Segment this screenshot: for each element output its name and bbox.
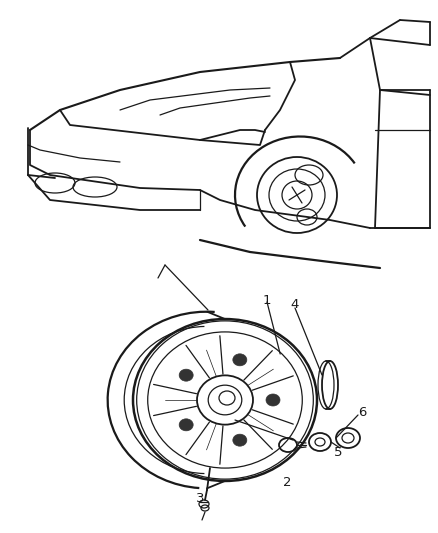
Text: 2: 2 xyxy=(283,477,291,489)
Ellipse shape xyxy=(266,394,280,406)
Text: 3: 3 xyxy=(196,491,204,505)
Text: 6: 6 xyxy=(358,407,366,419)
Ellipse shape xyxy=(179,419,193,431)
Ellipse shape xyxy=(233,434,247,446)
Text: 4: 4 xyxy=(291,298,299,311)
Ellipse shape xyxy=(179,369,193,381)
Text: 5: 5 xyxy=(334,447,342,459)
Ellipse shape xyxy=(233,354,247,366)
Text: 1: 1 xyxy=(263,294,271,306)
